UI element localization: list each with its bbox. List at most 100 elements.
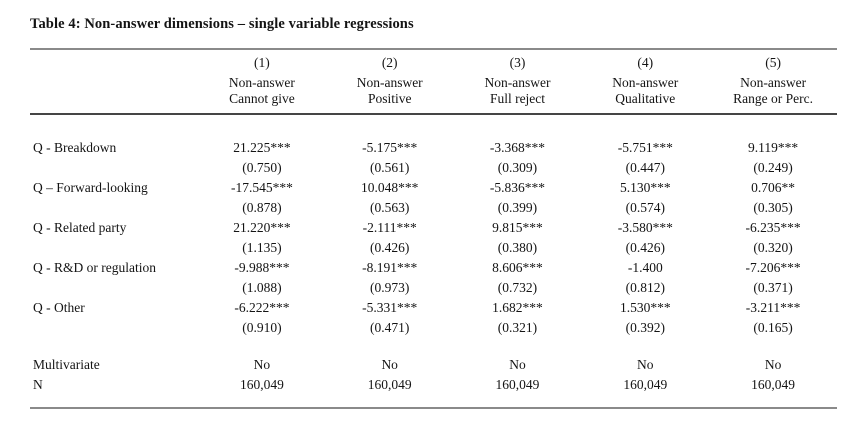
- row-label-spacer: [30, 278, 198, 298]
- coef-cell: -5.836***: [489, 180, 546, 195]
- column-label-line2: Positive: [367, 90, 412, 106]
- coef-cell: 21.225***: [233, 140, 291, 155]
- row-label: N: [30, 375, 198, 409]
- column-header-1: (1) Non-answer Cannot give: [198, 48, 326, 115]
- summary-body: Multivariate No No No No No N 160,049 16…: [30, 338, 837, 409]
- column-header-2: (2) Non-answer Positive: [325, 48, 454, 115]
- coef-cell: -8.191***: [362, 260, 418, 275]
- se-cell: (0.812): [625, 280, 665, 295]
- se-cell: (0.973): [370, 280, 410, 295]
- coef-cell: -5.331***: [362, 300, 418, 315]
- row-label-spacer: [30, 198, 198, 218]
- coef-cell: -3.580***: [617, 220, 673, 235]
- row-label: Q - Other: [33, 300, 85, 315]
- summary-cell: 160,049: [198, 375, 326, 409]
- regression-table: (1) Non-answer Cannot give (2) Non-answe…: [30, 48, 837, 409]
- coef-cell: -3.211***: [745, 300, 801, 315]
- row-label-spacer: [30, 318, 198, 338]
- row-label-spacer: [30, 158, 198, 178]
- se-cell: (0.320): [753, 240, 793, 255]
- coef-cell: 9.119***: [748, 140, 799, 155]
- table-4-page: Table 4: Non-answer dimensions – single …: [30, 0, 837, 409]
- column-label-line1: Non-answer: [612, 75, 679, 90]
- coef-cell: -3.368***: [489, 140, 546, 155]
- se-cell: (0.309): [497, 160, 538, 175]
- table-title: Table 4: Non-answer dimensions – single …: [30, 16, 414, 32]
- se-cell: (0.305): [753, 200, 793, 215]
- summary-cell: No: [764, 357, 782, 372]
- coef-cell: 8.606***: [492, 260, 543, 275]
- coef-row-rd-or-regulation: Q - R&D or regulation -9.988*** -8.191**…: [30, 258, 837, 278]
- se-cell: (0.426): [625, 240, 665, 255]
- table-header: (1) Non-answer Cannot give (2) Non-answe…: [30, 48, 837, 115]
- se-cell: (0.371): [753, 280, 793, 295]
- se-cell: (0.910): [242, 320, 282, 335]
- summary-cell: No: [381, 357, 398, 372]
- column-header-3: (3) Non-answer Full reject: [453, 48, 582, 115]
- coef-cell: 21.220***: [233, 220, 291, 235]
- se-cell: (0.321): [497, 320, 538, 335]
- n-observations-row: N 160,049 160,049 160,049 160,049 160,04…: [30, 375, 837, 409]
- se-cell: (0.561): [370, 160, 410, 175]
- column-label-line2: Cannot give: [229, 90, 295, 106]
- se-cell: (0.399): [497, 200, 538, 215]
- coefficients-body: Q - Breakdown 21.225*** -5.175*** -3.368…: [30, 114, 837, 338]
- se-row-related-party: (1.135) (0.426) (0.380) (0.426) (0.320): [30, 238, 837, 258]
- column-label-line1: Non-answer: [356, 75, 423, 90]
- column-label-line2: Qualitative: [615, 90, 676, 106]
- row-label: Multivariate: [33, 357, 100, 372]
- coef-cell: 10.048***: [361, 180, 419, 195]
- row-label: Q - Breakdown: [33, 140, 117, 155]
- se-cell: (0.426): [370, 240, 410, 255]
- summary-cell: No: [253, 357, 271, 372]
- column-label-line1: Non-answer: [484, 75, 551, 90]
- coef-cell: -6.222***: [234, 300, 290, 315]
- summary-cell: 160,049: [453, 375, 582, 409]
- summary-cell: 160,049: [325, 375, 454, 409]
- se-cell: (0.732): [497, 280, 538, 295]
- column-number: (5): [765, 55, 781, 70]
- column-number: (4): [637, 55, 654, 70]
- column-header-4: (4) Non-answer Qualitative: [581, 48, 710, 115]
- row-label: Q – Forward-looking: [33, 180, 148, 195]
- row-label-spacer: [30, 238, 198, 258]
- se-cell: (0.878): [242, 200, 282, 215]
- coef-cell: -2.111***: [362, 220, 417, 235]
- coef-cell: 1.530***: [619, 300, 671, 315]
- multivariate-row: Multivariate No No No No No: [30, 338, 837, 375]
- column-label-line1: Non-answer: [740, 75, 807, 90]
- coef-cell: -1.400: [627, 260, 663, 275]
- se-cell: (1.135): [242, 240, 282, 255]
- coef-cell: -5.751***: [617, 140, 673, 155]
- header-empty-cell: [30, 48, 198, 115]
- coef-cell: 1.682***: [492, 300, 543, 315]
- coef-row-forward-looking: Q – Forward-looking -17.545*** 10.048***…: [30, 178, 837, 198]
- se-cell: (0.249): [753, 160, 793, 175]
- coef-cell: -7.206***: [745, 260, 801, 275]
- coef-row-related-party: Q - Related party 21.220*** -2.111*** 9.…: [30, 218, 837, 238]
- row-label: Q - Related party: [33, 220, 127, 235]
- column-label-line2: Range or Perc.: [733, 90, 814, 106]
- column-label-line2: Full reject: [489, 90, 546, 106]
- summary-cell: No: [637, 357, 654, 372]
- se-row-breakdown: (0.750) (0.561) (0.309) (0.447) (0.249): [30, 158, 837, 178]
- coef-cell: -6.235***: [745, 220, 801, 235]
- coef-cell: 0.706**: [751, 180, 796, 195]
- coef-cell: -17.545***: [230, 180, 293, 195]
- summary-cell: 160,049: [709, 375, 837, 409]
- se-cell: (0.392): [625, 320, 665, 335]
- column-number: (1): [254, 55, 270, 70]
- se-cell: (0.471): [370, 320, 410, 335]
- column-label-line1: Non-answer: [228, 75, 295, 90]
- summary-cell: 160,049: [581, 375, 710, 409]
- coef-row-breakdown: Q - Breakdown 21.225*** -5.175*** -3.368…: [30, 114, 837, 158]
- se-row-forward-looking: (0.878) (0.563) (0.399) (0.574) (0.305): [30, 198, 837, 218]
- row-label: Q - R&D or regulation: [33, 260, 156, 275]
- se-cell: (0.750): [242, 160, 282, 175]
- se-cell: (0.563): [370, 200, 410, 215]
- se-row-rd-or-regulation: (1.088) (0.973) (0.732) (0.812) (0.371): [30, 278, 837, 298]
- column-header-row: (1) Non-answer Cannot give (2) Non-answe…: [30, 48, 837, 115]
- coef-cell: 9.815***: [492, 220, 543, 235]
- column-header-5: (5) Non-answer Range or Perc.: [709, 48, 837, 115]
- se-cell: (1.088): [242, 280, 282, 295]
